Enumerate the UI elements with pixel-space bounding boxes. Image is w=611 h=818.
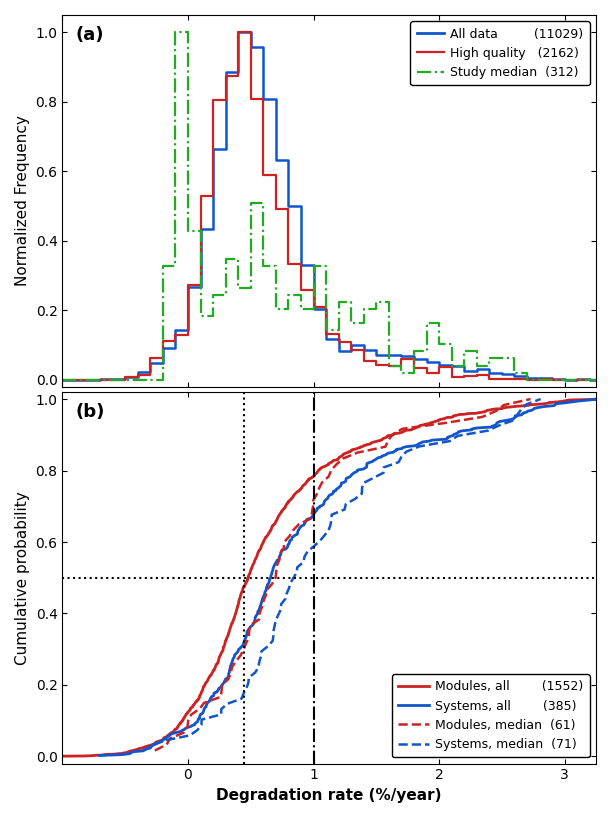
Text: (b): (b)	[76, 403, 105, 421]
Text: (a): (a)	[76, 26, 104, 44]
Legend: All data         (11029), High quality   (2162), Study median  (312): All data (11029), High quality (2162), S…	[411, 21, 590, 85]
Legend: Modules, all        (1552), Systems, all        (385), Modules, median  (61), Sy: Modules, all (1552), Systems, all (385),…	[392, 674, 590, 757]
Y-axis label: Cumulative probability: Cumulative probability	[15, 491, 30, 664]
Y-axis label: Normalized Frequency: Normalized Frequency	[15, 115, 30, 286]
X-axis label: Degradation rate (%/year): Degradation rate (%/year)	[216, 788, 442, 803]
